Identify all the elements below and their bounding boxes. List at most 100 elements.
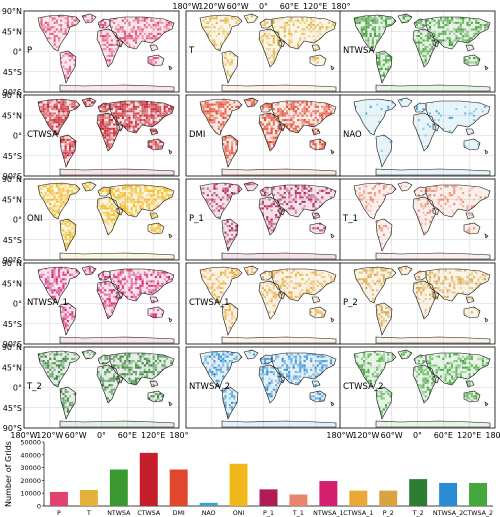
chart-y-tick-label: 40000 bbox=[20, 451, 41, 459]
latitude-label: 90°S bbox=[3, 424, 22, 433]
chart-bar bbox=[169, 469, 188, 506]
chart-bar bbox=[379, 490, 398, 506]
longitude-label: 0° bbox=[413, 431, 422, 440]
longitude-label: 180° bbox=[169, 431, 188, 440]
longitude-label: 60°W bbox=[381, 431, 403, 440]
chart-bar bbox=[49, 491, 68, 506]
map-panel-label: T_1 bbox=[342, 214, 358, 224]
chart-y-axis-label: Number of Grids bbox=[4, 441, 13, 507]
map-panel: ONI 90°N 45°N 0° 45°S 90°S bbox=[2, 175, 180, 265]
map-panel: T bbox=[185, 10, 342, 93]
chart-bar bbox=[469, 482, 488, 506]
longitude-label: 120°W bbox=[36, 431, 63, 440]
latitude-label: 45°S bbox=[3, 236, 22, 245]
chart-x-tick-label: ONI bbox=[233, 510, 245, 517]
chart-y-tick-label: 0 bbox=[37, 503, 41, 511]
map-panel: NTWSA bbox=[339, 10, 496, 93]
chart-x-tick-label: T_2 bbox=[412, 510, 424, 517]
latitude-label: 90°N bbox=[2, 7, 22, 16]
map-panel-label: P_2 bbox=[343, 298, 358, 308]
landmass bbox=[354, 266, 490, 343]
chart-bar bbox=[349, 490, 368, 506]
longitude-label: 60°E bbox=[118, 431, 137, 440]
latitude-label: 0° bbox=[13, 300, 22, 309]
map-panel: T_2 90°N 45°N 0° 45°S 90°S bbox=[2, 343, 180, 433]
map-panel-label: P bbox=[27, 46, 32, 56]
landmass bbox=[354, 98, 490, 175]
latitude-label: 45°N bbox=[2, 27, 22, 36]
latitude-label: 90°S bbox=[3, 340, 22, 349]
map-panel: NTWSA_2 bbox=[185, 346, 342, 429]
map-grid: P 90°N 45°N 0° 45°S 90°S T NTWSA CTWSA 90°N 45°N 0°… bbox=[2, 7, 496, 433]
chart-x-tick-label: NAO bbox=[202, 510, 216, 517]
longitude-label: 60°W bbox=[227, 2, 249, 11]
map-panel-label: NTWSA bbox=[343, 46, 375, 56]
longitude-label: 60°E bbox=[434, 431, 453, 440]
latitude-label: 90°S bbox=[3, 88, 22, 97]
map-panel: NTWSA_1 90°N 45°N 0° 45°S 90°S bbox=[2, 259, 180, 349]
latitude-label: 90°N bbox=[2, 343, 22, 352]
longitude-label: 0° bbox=[97, 431, 106, 440]
map-panel: CTWSA 90°N 45°N 0° 45°S 90°S bbox=[2, 91, 180, 181]
latitude-label: 45°S bbox=[3, 68, 22, 77]
chart-x-tick-label: NTWSA bbox=[107, 510, 131, 517]
chart-y-tick-label: 50000 bbox=[20, 439, 41, 447]
map-panel-label: T_2 bbox=[26, 382, 42, 392]
chart-bar bbox=[199, 502, 218, 506]
map-panel-label: NTWSA_1 bbox=[27, 298, 68, 308]
chart-x-tick-label: CTWSA_2 bbox=[463, 510, 493, 517]
latitude-label: 45°N bbox=[2, 111, 22, 120]
latitude-label: 90°N bbox=[2, 91, 22, 100]
longitude-label: 60°E bbox=[280, 2, 299, 11]
longitude-label: 180° bbox=[485, 431, 500, 440]
chart-y-tick-label: 20000 bbox=[20, 477, 41, 485]
map-panel: DMI bbox=[185, 94, 342, 177]
map-panel: CTWSA_2 bbox=[339, 346, 496, 429]
map-panel: T_1 bbox=[339, 178, 496, 261]
latitude-label: 90°N bbox=[2, 259, 22, 268]
chart-x-tick-label: T_1 bbox=[292, 510, 304, 517]
chart-bar bbox=[79, 490, 98, 506]
longitude-label: 120°W bbox=[198, 2, 225, 11]
chart-x-tick-labels: P T NTWSA CTWSA DMI NAO ONI P_1 T_1 NTWSA_1 CTWSA_… bbox=[57, 510, 493, 517]
longitude-label: 120°E bbox=[457, 431, 481, 440]
chart-y-tick-label: 30000 bbox=[20, 464, 41, 472]
longitude-label: 0° bbox=[259, 2, 268, 11]
map-panel: CTWSA_1 bbox=[185, 262, 342, 345]
latitude-label: 45°S bbox=[3, 152, 22, 161]
map-panel-label: NTWSA_2 bbox=[189, 382, 230, 392]
longitude-label: 60°W bbox=[65, 431, 87, 440]
longitude-label: 180°W bbox=[326, 431, 353, 440]
chart-bar bbox=[439, 482, 458, 506]
map-panel: P_2 bbox=[339, 262, 496, 345]
latitude-label: 45°S bbox=[3, 404, 22, 413]
chart-x-tick-label: CTWSA bbox=[137, 510, 161, 517]
chart-bar bbox=[259, 489, 278, 506]
map-panel: NAO bbox=[339, 94, 496, 177]
map-panel-label: P_1 bbox=[189, 214, 204, 224]
longitude-label: 180° bbox=[331, 2, 350, 11]
chart-bar bbox=[109, 469, 128, 506]
chart-x-tick-label: T bbox=[86, 510, 91, 517]
map-panel-label: ONI bbox=[27, 214, 43, 224]
latitude-label: 90°S bbox=[3, 172, 22, 181]
chart-x-tick-label: NTWSA_1 bbox=[313, 510, 343, 517]
chart-bar bbox=[229, 463, 248, 506]
chart-y-tick-label: 10000 bbox=[20, 490, 41, 498]
map-panel-label: CTWSA bbox=[27, 130, 58, 140]
map-panel-label: T bbox=[188, 46, 195, 56]
chart-x-tick-label: CTWSA_1 bbox=[343, 510, 373, 517]
chart-bars bbox=[49, 452, 488, 506]
longitude-label: 120°E bbox=[303, 2, 327, 11]
chart-bar bbox=[139, 452, 158, 506]
latitude-label: 45°N bbox=[2, 279, 22, 288]
longitude-label: 180°W bbox=[10, 431, 37, 440]
map-panel-label: CTWSA_2 bbox=[343, 382, 384, 392]
latitude-label: 0° bbox=[13, 384, 22, 393]
latitude-label: 0° bbox=[13, 216, 22, 225]
longitude-label: 120°E bbox=[141, 431, 165, 440]
chart-bar bbox=[289, 494, 308, 506]
